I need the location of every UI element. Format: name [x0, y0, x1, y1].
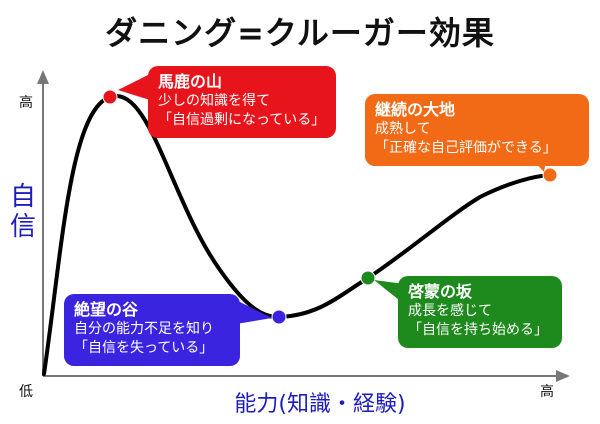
x-axis-title: 能力(知識・経験): [234, 392, 406, 417]
peak-point: [102, 89, 118, 105]
valley-name: 絶望の谷: [74, 300, 139, 319]
slope-line-2: 「自信を持ち始める」: [408, 322, 548, 338]
valley-pointer: [236, 300, 272, 324]
peak-callout: 馬鹿の山 少しの知識を得て 「自信過剰になっている」: [148, 66, 336, 138]
peak-name: 馬鹿の山: [158, 72, 223, 91]
valley-line-1: 自分の能力不足を知り: [74, 321, 214, 337]
x-axis-arrow: [556, 370, 570, 382]
valley-callout: 絶望の谷 自分の能力不足を知り 「自信を失っている」: [64, 294, 240, 366]
valley-point: [271, 309, 287, 325]
x-axis-high-label: 高: [540, 384, 554, 400]
slope-name: 啓蒙の坂: [408, 282, 473, 301]
y-axis-title: 自信: [9, 182, 36, 242]
slope-pointer: [374, 280, 404, 304]
plateau-line-1: 成熟して: [375, 121, 431, 137]
peak-line-2: 「自信過剰になっている」: [158, 112, 326, 128]
plateau-callout: 継続の大地 成熟して 「正確な自己評価ができる」: [365, 94, 589, 166]
slope-point: [360, 270, 376, 286]
plateau-line-2: 「正確な自己評価ができる」: [375, 140, 557, 156]
plateau-name: 継続の大地: [375, 100, 456, 119]
slope-line-1: 成長を感じて: [408, 303, 492, 319]
confidence-curve: [42, 94, 552, 376]
y-axis-high-label: 高: [19, 95, 33, 111]
plateau-point: [542, 167, 558, 183]
y-axis-arrow: [37, 70, 49, 84]
peak-pointer: [118, 74, 150, 100]
page-title: ダニング=クルーガー効果: [105, 14, 495, 52]
peak-line-1: 少しの知識を得て: [158, 93, 270, 109]
origin-low-label: 低: [19, 384, 33, 400]
valley-line-2: 「自信を失っている」: [74, 340, 214, 356]
slope-callout: 啓蒙の坂 成長を感じて 「自信を持ち始める」: [398, 276, 562, 348]
